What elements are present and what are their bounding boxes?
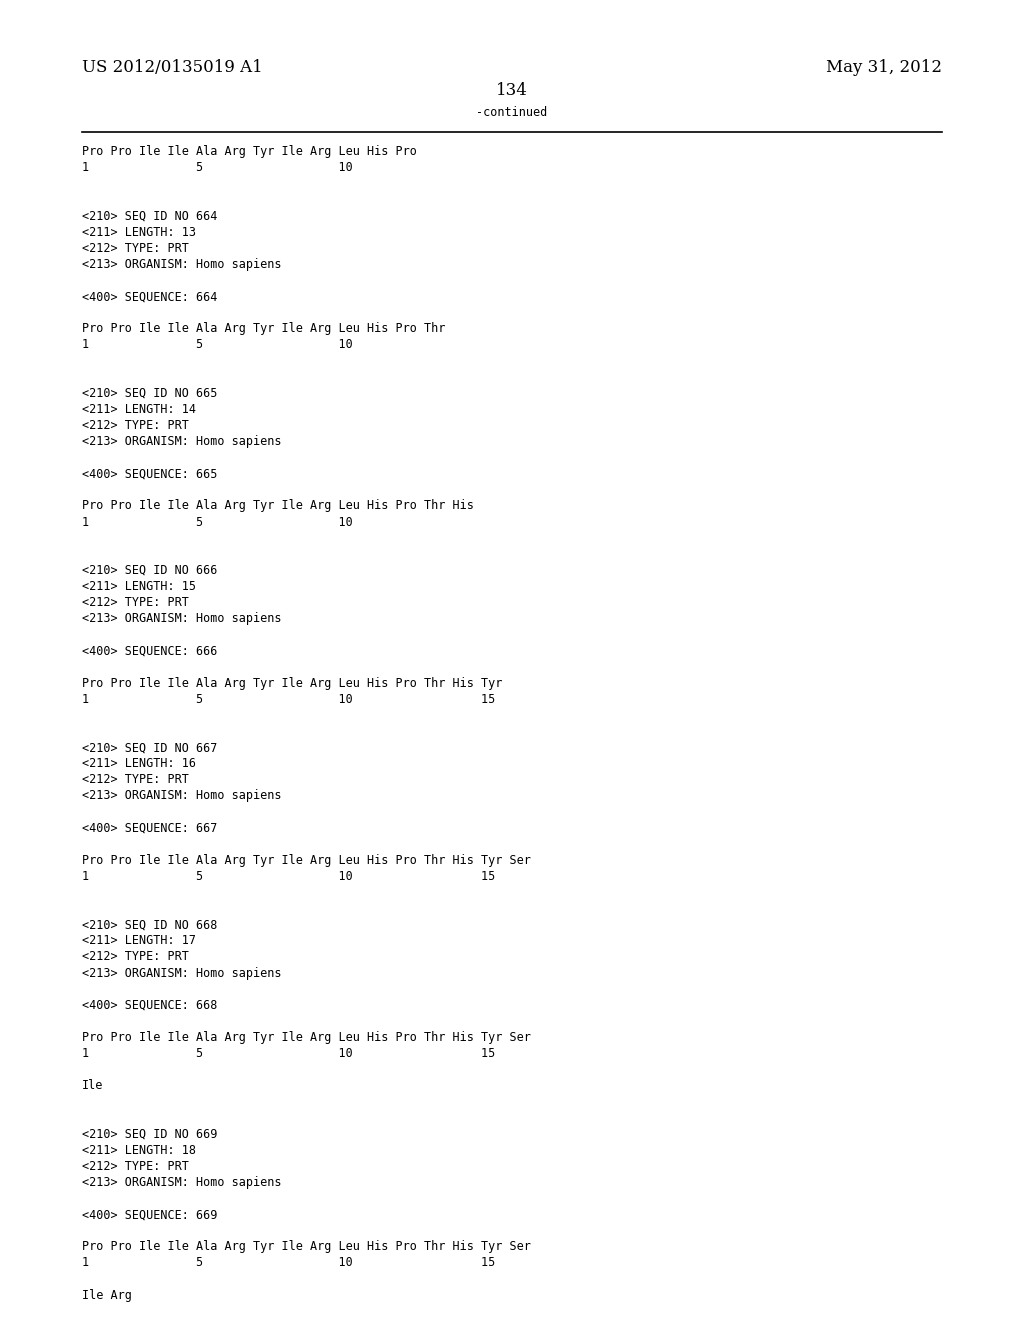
Text: <400> SEQUENCE: 667: <400> SEQUENCE: 667 xyxy=(82,821,217,834)
Text: <211> LENGTH: 17: <211> LENGTH: 17 xyxy=(82,935,196,948)
Text: <211> LENGTH: 16: <211> LENGTH: 16 xyxy=(82,758,196,770)
Text: <213> ORGANISM: Homo sapiens: <213> ORGANISM: Homo sapiens xyxy=(82,612,282,626)
Text: <213> ORGANISM: Homo sapiens: <213> ORGANISM: Homo sapiens xyxy=(82,1176,282,1189)
Text: <212> TYPE: PRT: <212> TYPE: PRT xyxy=(82,418,188,432)
Text: Ile: Ile xyxy=(82,1080,103,1092)
Text: <400> SEQUENCE: 666: <400> SEQUENCE: 666 xyxy=(82,644,217,657)
Text: 1               5                   10                  15: 1 5 10 15 xyxy=(82,1047,496,1060)
Text: <210> SEQ ID NO 669: <210> SEQ ID NO 669 xyxy=(82,1127,217,1140)
Text: 1               5                   10: 1 5 10 xyxy=(82,338,352,351)
Text: <400> SEQUENCE: 664: <400> SEQUENCE: 664 xyxy=(82,290,217,304)
Text: 1               5                   10                  15: 1 5 10 15 xyxy=(82,1257,496,1270)
Text: <210> SEQ ID NO 666: <210> SEQ ID NO 666 xyxy=(82,564,217,577)
Text: <213> ORGANISM: Homo sapiens: <213> ORGANISM: Homo sapiens xyxy=(82,789,282,803)
Text: 1               5                   10: 1 5 10 xyxy=(82,516,352,528)
Text: <212> TYPE: PRT: <212> TYPE: PRT xyxy=(82,597,188,609)
Text: <212> TYPE: PRT: <212> TYPE: PRT xyxy=(82,242,188,255)
Text: <210> SEQ ID NO 667: <210> SEQ ID NO 667 xyxy=(82,741,217,754)
Text: 134: 134 xyxy=(496,82,528,99)
Text: Ile Arg: Ile Arg xyxy=(82,1288,132,1302)
Text: Pro Pro Ile Ile Ala Arg Tyr Ile Arg Leu His Pro Thr His Tyr: Pro Pro Ile Ile Ala Arg Tyr Ile Arg Leu … xyxy=(82,677,503,689)
Text: Pro Pro Ile Ile Ala Arg Tyr Ile Arg Leu His Pro Thr His Tyr Ser: Pro Pro Ile Ile Ala Arg Tyr Ile Arg Leu … xyxy=(82,854,530,867)
Text: <210> SEQ ID NO 664: <210> SEQ ID NO 664 xyxy=(82,210,217,223)
Text: <400> SEQUENCE: 668: <400> SEQUENCE: 668 xyxy=(82,999,217,1011)
Text: <400> SEQUENCE: 669: <400> SEQUENCE: 669 xyxy=(82,1208,217,1221)
Text: US 2012/0135019 A1: US 2012/0135019 A1 xyxy=(82,59,263,77)
Text: 1               5                   10                  15: 1 5 10 15 xyxy=(82,693,496,706)
Text: <213> ORGANISM: Homo sapiens: <213> ORGANISM: Homo sapiens xyxy=(82,436,282,447)
Text: <211> LENGTH: 15: <211> LENGTH: 15 xyxy=(82,579,196,593)
Text: <213> ORGANISM: Homo sapiens: <213> ORGANISM: Homo sapiens xyxy=(82,966,282,979)
Text: <211> LENGTH: 14: <211> LENGTH: 14 xyxy=(82,403,196,416)
Text: -continued: -continued xyxy=(476,106,548,119)
Text: Pro Pro Ile Ile Ala Arg Tyr Ile Arg Leu His Pro Thr His: Pro Pro Ile Ile Ala Arg Tyr Ile Arg Leu … xyxy=(82,499,474,512)
Text: <212> TYPE: PRT: <212> TYPE: PRT xyxy=(82,774,188,787)
Text: <400> SEQUENCE: 665: <400> SEQUENCE: 665 xyxy=(82,467,217,480)
Text: Pro Pro Ile Ile Ala Arg Tyr Ile Arg Leu His Pro Thr His Tyr Ser: Pro Pro Ile Ile Ala Arg Tyr Ile Arg Leu … xyxy=(82,1031,530,1044)
Text: <211> LENGTH: 13: <211> LENGTH: 13 xyxy=(82,226,196,239)
Text: Pro Pro Ile Ile Ala Arg Tyr Ile Arg Leu His Pro Thr His Tyr Ser: Pro Pro Ile Ile Ala Arg Tyr Ile Arg Leu … xyxy=(82,1241,530,1253)
Text: Pro Pro Ile Ile Ala Arg Tyr Ile Arg Leu His Pro Thr: Pro Pro Ile Ile Ala Arg Tyr Ile Arg Leu … xyxy=(82,322,445,335)
Text: May 31, 2012: May 31, 2012 xyxy=(826,59,942,77)
Text: <213> ORGANISM: Homo sapiens: <213> ORGANISM: Homo sapiens xyxy=(82,257,282,271)
Text: Pro Pro Ile Ile Ala Arg Tyr Ile Arg Leu His Pro: Pro Pro Ile Ile Ala Arg Tyr Ile Arg Leu … xyxy=(82,145,417,158)
Text: 1               5                   10                  15: 1 5 10 15 xyxy=(82,870,496,883)
Text: <210> SEQ ID NO 668: <210> SEQ ID NO 668 xyxy=(82,919,217,931)
Text: <210> SEQ ID NO 665: <210> SEQ ID NO 665 xyxy=(82,387,217,400)
Text: 1               5                   10: 1 5 10 xyxy=(82,161,352,174)
Text: <212> TYPE: PRT: <212> TYPE: PRT xyxy=(82,950,188,964)
Text: <212> TYPE: PRT: <212> TYPE: PRT xyxy=(82,1160,188,1172)
Text: <211> LENGTH: 18: <211> LENGTH: 18 xyxy=(82,1143,196,1156)
